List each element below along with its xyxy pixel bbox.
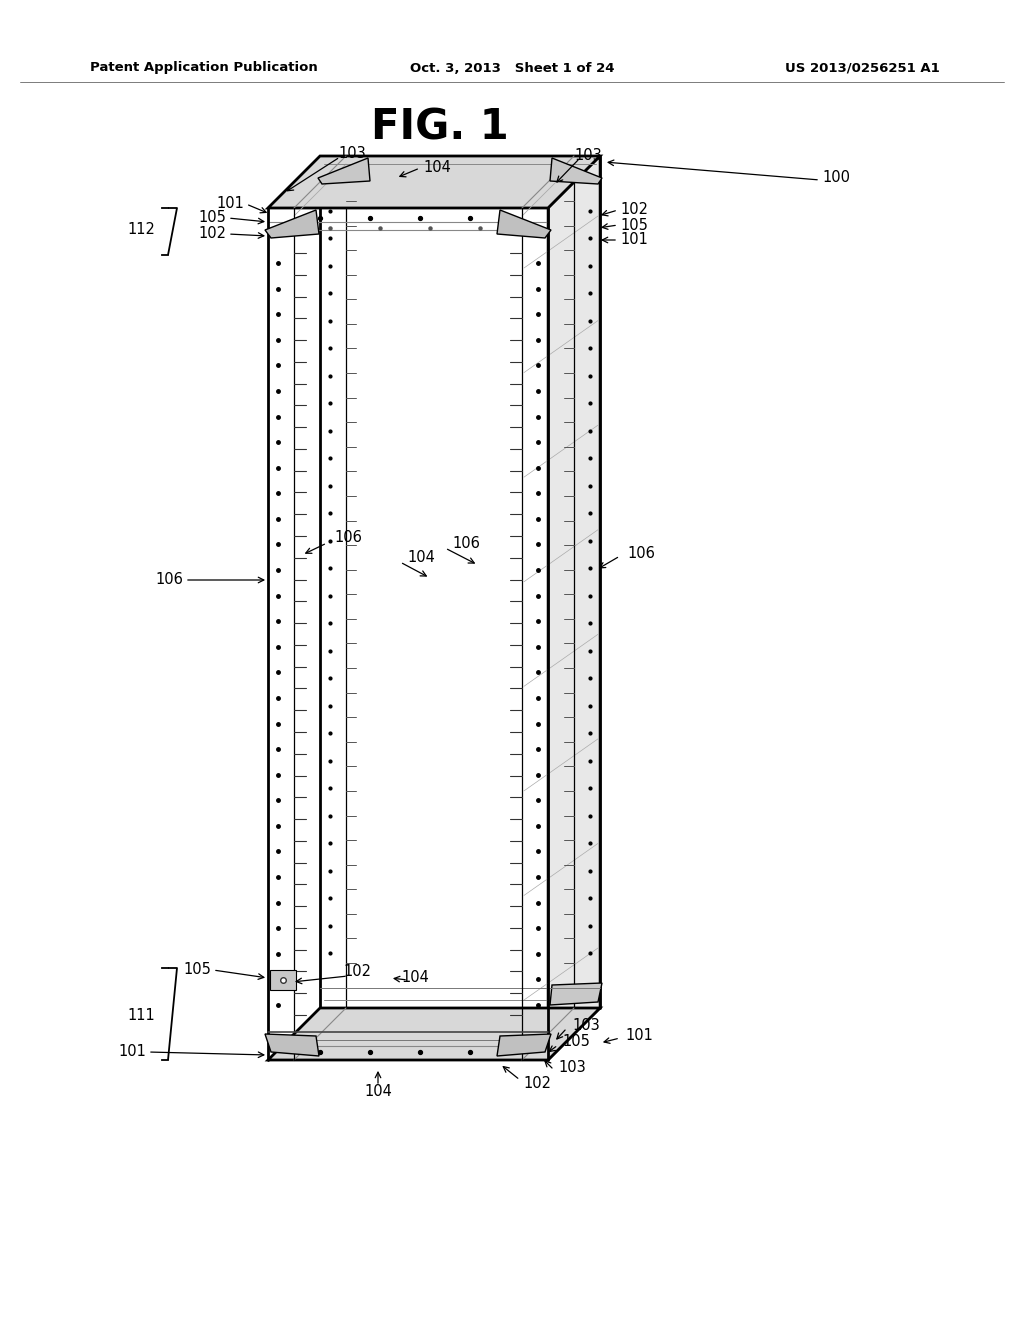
Text: US 2013/0256251 A1: US 2013/0256251 A1: [785, 62, 940, 74]
Text: 101: 101: [118, 1044, 146, 1060]
Text: 103: 103: [572, 1019, 600, 1034]
Polygon shape: [270, 970, 296, 990]
Polygon shape: [548, 156, 600, 1060]
Polygon shape: [318, 158, 370, 183]
Polygon shape: [550, 983, 602, 1005]
Polygon shape: [268, 156, 600, 209]
Polygon shape: [550, 158, 602, 183]
Text: 102: 102: [343, 965, 371, 979]
Text: FIG. 1: FIG. 1: [371, 107, 509, 149]
Polygon shape: [265, 1034, 319, 1056]
Text: Patent Application Publication: Patent Application Publication: [90, 62, 317, 74]
Text: 103: 103: [338, 145, 366, 161]
Text: 103: 103: [574, 148, 602, 162]
Text: 103: 103: [558, 1060, 586, 1074]
Text: 102: 102: [620, 202, 648, 218]
Text: 106: 106: [452, 536, 480, 550]
Text: 105: 105: [183, 962, 211, 978]
Text: 101: 101: [620, 232, 648, 248]
Text: 101: 101: [625, 1028, 653, 1044]
Text: 104: 104: [365, 1085, 392, 1100]
Polygon shape: [497, 210, 551, 238]
Text: 104: 104: [407, 550, 435, 565]
Text: 101: 101: [216, 197, 244, 211]
Text: 104: 104: [401, 969, 429, 985]
Text: 112: 112: [127, 223, 155, 238]
Text: 106: 106: [334, 531, 361, 545]
Text: 106: 106: [155, 573, 183, 587]
Polygon shape: [268, 1008, 600, 1060]
Polygon shape: [497, 1034, 551, 1056]
Text: 102: 102: [523, 1076, 551, 1090]
Text: 105: 105: [562, 1035, 590, 1049]
Text: 100: 100: [822, 170, 850, 186]
Text: 106: 106: [627, 545, 655, 561]
Text: Oct. 3, 2013   Sheet 1 of 24: Oct. 3, 2013 Sheet 1 of 24: [410, 62, 614, 74]
Text: 105: 105: [198, 210, 226, 226]
Text: 102: 102: [198, 227, 226, 242]
Text: 105: 105: [620, 218, 648, 232]
Text: 104: 104: [423, 160, 451, 174]
Text: 111: 111: [127, 1007, 155, 1023]
Polygon shape: [265, 210, 319, 238]
